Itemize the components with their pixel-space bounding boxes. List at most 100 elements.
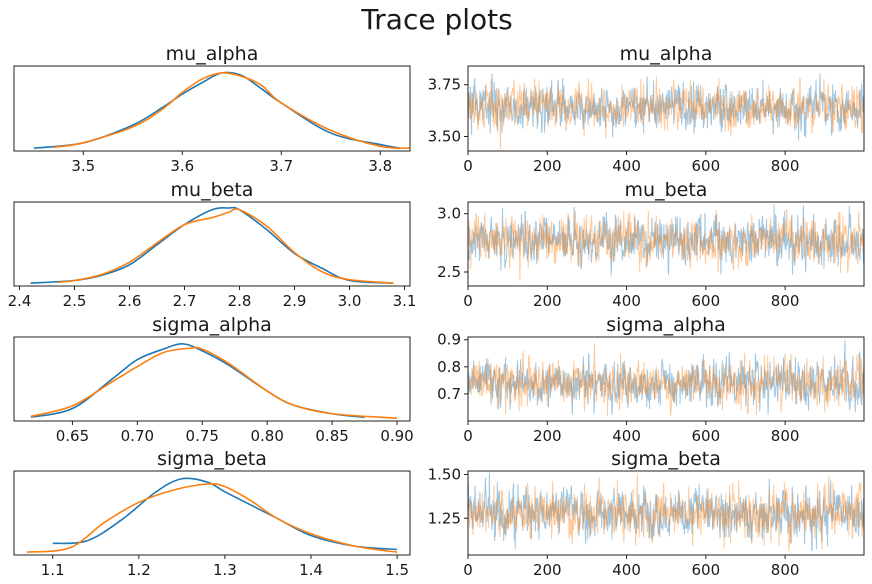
y-tick-label: 2.5 <box>437 263 461 281</box>
density-line-chain-2 <box>53 72 411 150</box>
plot-area <box>33 71 411 150</box>
x-tick-label: 1.3 <box>213 561 237 579</box>
trace-line-chain-1 <box>467 204 865 276</box>
x-tick-label: 200 <box>533 427 562 445</box>
axes-frame <box>467 336 865 422</box>
plot-area <box>467 340 865 416</box>
x-tick-label: 3.6 <box>170 157 194 175</box>
x-tick-label: 2.9 <box>283 292 307 310</box>
density-line-chain-2 <box>26 482 398 553</box>
x-tick-label: 0.85 <box>315 427 348 445</box>
x-tick-label: 600 <box>692 561 721 579</box>
x-tick-label: 400 <box>612 427 641 445</box>
x-tick-label: 0.90 <box>380 427 413 445</box>
x-tick-label: 0 <box>463 157 473 175</box>
x-tick-label: 2.6 <box>118 292 142 310</box>
x-tick-label: 800 <box>771 427 800 445</box>
panel-title: mu_beta <box>625 179 708 201</box>
x-tick-label: 3.7 <box>269 157 293 175</box>
x-tick-label: 3.8 <box>368 157 392 175</box>
y-tick-label: 1.25 <box>428 509 461 527</box>
x-tick-label: 0 <box>463 427 473 445</box>
plot-area <box>30 343 398 419</box>
plot-area <box>467 73 865 149</box>
trace-line-chain-1 <box>467 73 865 141</box>
panel-title: sigma_alpha <box>606 314 726 336</box>
y-tick-label: 3.75 <box>428 76 461 94</box>
x-tick-label: 2.5 <box>63 292 87 310</box>
x-tick-label: 400 <box>612 292 641 310</box>
x-tick-label: 200 <box>533 292 562 310</box>
x-tick-label: 2.7 <box>173 292 197 310</box>
trace-line-chain-2 <box>467 208 865 281</box>
density-line-chain-2 <box>57 208 394 284</box>
x-tick-label: 600 <box>692 427 721 445</box>
panel-title: mu_beta <box>171 179 254 201</box>
plot-area <box>30 206 394 284</box>
panel-trace-mu_alpha: mu_alpha 0 200 400 600 800 3.50 3.75 <box>428 43 865 175</box>
panel-trace-sigma_beta: sigma_beta 0 200 400 600 800 1.25 1.50 <box>428 448 865 579</box>
density-line-chain-2 <box>30 346 398 419</box>
axes-frame <box>13 201 411 287</box>
x-tick-label: 800 <box>771 157 800 175</box>
x-tick-label: 400 <box>612 157 641 175</box>
axes-frame <box>467 470 865 556</box>
x-tick-label: 200 <box>533 561 562 579</box>
figure-title: Trace plots <box>360 3 512 36</box>
plot-area <box>26 477 398 553</box>
y-tick-label: 0.7 <box>437 385 461 403</box>
trace-line-chain-1 <box>467 472 865 552</box>
panel-title: mu_alpha <box>620 43 713 65</box>
panel-density-sigma_alpha: sigma_alpha 0.65 0.70 0.75 0.80 0.85 0.90 <box>13 314 414 445</box>
panel-trace-sigma_alpha: sigma_alpha 0 200 400 600 800 0.7 0.8 0.9 <box>437 314 865 445</box>
x-tick-label: 2.4 <box>8 292 32 310</box>
y-tick-label: 3.50 <box>428 127 461 145</box>
axes-frame <box>13 65 411 152</box>
trace-line-chain-2 <box>467 473 865 552</box>
y-tick-label: 3.0 <box>437 205 461 223</box>
density-line-chain-1 <box>30 343 365 419</box>
x-tick-label: 400 <box>612 561 641 579</box>
plot-area <box>467 204 865 281</box>
panel-density-mu_beta: mu_beta 2.4 2.5 2.6 2.7 2.8 2.9 3.0 3.1 <box>8 179 417 310</box>
x-tick-label: 2.8 <box>228 292 252 310</box>
x-tick-label: 600 <box>692 292 721 310</box>
x-tick-label: 0.65 <box>56 427 89 445</box>
density-line-chain-1 <box>30 206 394 284</box>
x-tick-label: 3.5 <box>71 157 95 175</box>
trace-line-chain-1 <box>467 340 865 415</box>
y-tick-label: 0.9 <box>437 331 461 349</box>
x-tick-label: 200 <box>533 157 562 175</box>
trace-line-chain-2 <box>467 76 865 149</box>
x-tick-label: 800 <box>771 561 800 579</box>
x-tick-label: 0 <box>463 292 473 310</box>
density-line-chain-1 <box>52 477 398 551</box>
panel-title: sigma_beta <box>611 448 721 470</box>
panel-density-mu_alpha: mu_alpha 3.5 3.6 3.7 3.8 <box>13 43 411 175</box>
x-tick-label: 1.4 <box>299 561 323 579</box>
panel-title: mu_alpha <box>166 43 259 65</box>
panel-title: sigma_beta <box>157 448 267 470</box>
x-tick-label: 0 <box>463 561 473 579</box>
y-tick-label: 0.8 <box>437 358 461 376</box>
x-tick-label: 0.70 <box>121 427 154 445</box>
y-tick-label: 1.50 <box>428 466 461 484</box>
axes-frame <box>467 65 865 152</box>
plot-area <box>467 472 865 552</box>
x-tick-label: 1.1 <box>41 561 65 579</box>
x-tick-label: 3.0 <box>338 292 362 310</box>
panel-density-sigma_beta: sigma_beta 1.1 1.2 1.3 1.4 1.5 <box>13 448 411 579</box>
axes-frame <box>467 201 865 287</box>
trace-line-chain-2 <box>467 342 865 416</box>
x-tick-label: 0.75 <box>186 427 219 445</box>
axes-frame <box>13 336 411 422</box>
panel-trace-mu_beta: mu_beta 0 200 400 600 800 2.5 3.0 <box>437 179 865 310</box>
x-tick-label: 1.5 <box>385 561 409 579</box>
x-tick-label: 0.80 <box>250 427 283 445</box>
panel-title: sigma_alpha <box>152 314 272 336</box>
axes-frame <box>13 470 411 556</box>
x-tick-label: 3.1 <box>393 292 417 310</box>
panels: mu_alpha 3.5 3.6 3.7 3.8 mu_alpha 0 200 400 600 80… <box>8 43 865 579</box>
x-tick-label: 1.2 <box>127 561 151 579</box>
